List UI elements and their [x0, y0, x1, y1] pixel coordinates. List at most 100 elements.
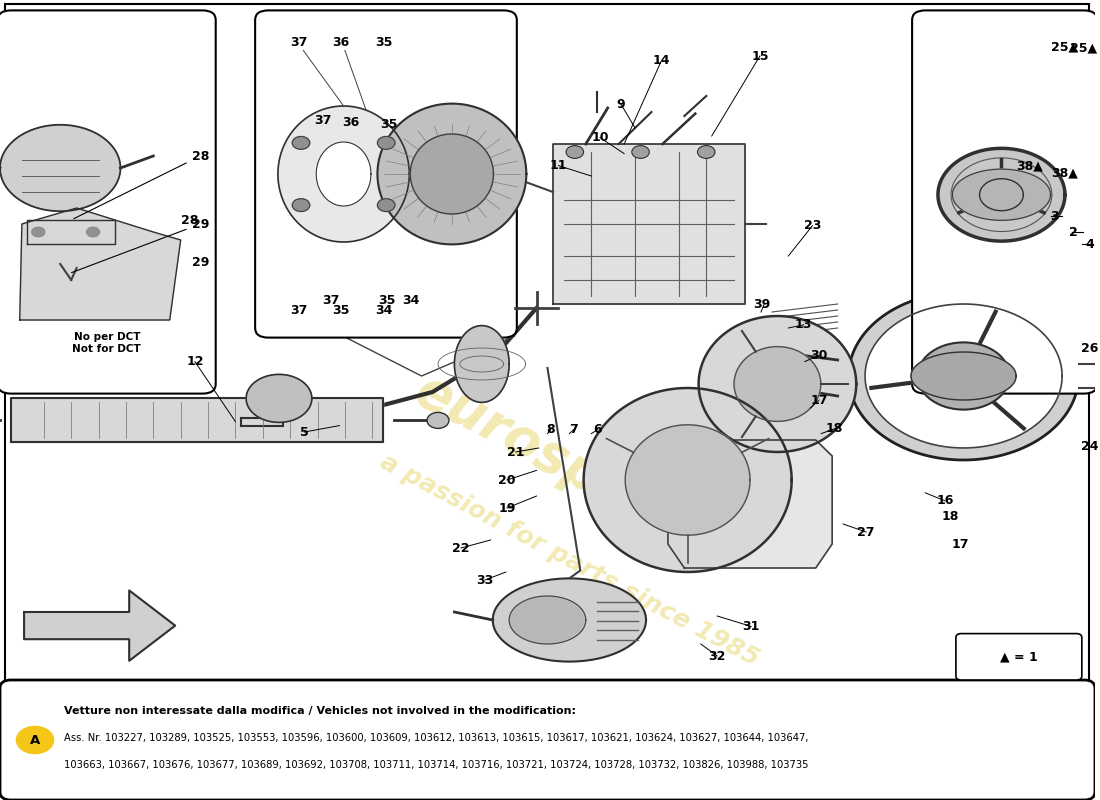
Polygon shape — [698, 316, 856, 452]
Text: eurosport: eurosport — [406, 365, 689, 547]
Text: 33: 33 — [476, 574, 494, 586]
Polygon shape — [454, 326, 509, 402]
Text: 6: 6 — [594, 423, 602, 436]
Text: 8: 8 — [547, 423, 556, 436]
Text: 23: 23 — [804, 219, 821, 232]
Text: 38▲: 38▲ — [1015, 159, 1043, 172]
Text: 37: 37 — [315, 114, 332, 127]
Circle shape — [631, 146, 649, 158]
Circle shape — [427, 413, 449, 429]
Polygon shape — [668, 440, 833, 568]
Text: 35: 35 — [332, 304, 349, 317]
Polygon shape — [316, 142, 371, 206]
Polygon shape — [953, 169, 1050, 220]
Text: 35: 35 — [375, 36, 393, 49]
Polygon shape — [28, 220, 115, 244]
Text: 36: 36 — [342, 116, 359, 129]
Text: 12: 12 — [186, 355, 204, 368]
Text: Ass. Nr. 103227, 103289, 103525, 103553, 103596, 103600, 103609, 103612, 103613,: Ass. Nr. 103227, 103289, 103525, 103553,… — [64, 733, 808, 743]
Text: 32: 32 — [708, 650, 726, 662]
Text: 17: 17 — [952, 538, 969, 550]
Circle shape — [377, 198, 395, 211]
Polygon shape — [911, 352, 1016, 400]
Text: 34: 34 — [375, 304, 393, 317]
Polygon shape — [11, 398, 383, 442]
Text: 29: 29 — [191, 256, 209, 269]
Text: ▲ = 1: ▲ = 1 — [1000, 650, 1037, 663]
Text: 27: 27 — [857, 526, 874, 538]
Text: 28: 28 — [180, 214, 198, 226]
Polygon shape — [917, 342, 1010, 410]
Polygon shape — [509, 596, 586, 644]
Text: 5: 5 — [300, 426, 309, 438]
Text: No per DCT
Not for DCT: No per DCT Not for DCT — [73, 332, 141, 354]
Polygon shape — [20, 208, 180, 320]
Text: 38▲: 38▲ — [1052, 166, 1078, 179]
Text: 17: 17 — [811, 394, 828, 406]
FancyBboxPatch shape — [6, 4, 1089, 796]
Polygon shape — [584, 388, 792, 572]
FancyBboxPatch shape — [956, 634, 1081, 680]
Polygon shape — [0, 125, 120, 211]
FancyBboxPatch shape — [255, 10, 517, 338]
Text: a passion for parts since 1985: a passion for parts since 1985 — [376, 450, 763, 670]
Text: 20: 20 — [498, 474, 516, 486]
Text: 13: 13 — [795, 318, 813, 331]
Text: 18: 18 — [942, 510, 959, 523]
Text: 29: 29 — [72, 218, 209, 273]
Text: 25▲: 25▲ — [1070, 42, 1098, 54]
Polygon shape — [246, 374, 311, 422]
Polygon shape — [848, 292, 1078, 460]
Text: 39: 39 — [754, 298, 771, 310]
Text: 16: 16 — [936, 494, 954, 507]
Circle shape — [697, 146, 715, 158]
Polygon shape — [625, 425, 750, 535]
Text: 28: 28 — [74, 150, 209, 218]
Circle shape — [566, 146, 584, 158]
Text: 25▲: 25▲ — [1052, 40, 1078, 53]
Polygon shape — [734, 346, 821, 422]
Polygon shape — [980, 178, 1023, 210]
Text: 10: 10 — [592, 131, 608, 144]
FancyBboxPatch shape — [912, 10, 1097, 394]
Polygon shape — [410, 134, 494, 214]
Polygon shape — [553, 144, 745, 304]
Circle shape — [377, 137, 395, 150]
FancyBboxPatch shape — [0, 680, 1094, 800]
Text: 15: 15 — [751, 50, 769, 62]
Text: 37: 37 — [290, 36, 308, 49]
Circle shape — [87, 227, 100, 237]
Text: 2: 2 — [1069, 226, 1077, 238]
Polygon shape — [865, 304, 1063, 448]
Polygon shape — [493, 578, 646, 662]
Text: 34: 34 — [402, 294, 419, 306]
Text: 22: 22 — [452, 542, 470, 554]
Text: 37: 37 — [322, 294, 340, 306]
Polygon shape — [278, 106, 409, 242]
Text: 11: 11 — [550, 159, 568, 172]
Circle shape — [16, 726, 54, 754]
Text: 7: 7 — [570, 423, 579, 436]
Text: 19: 19 — [498, 502, 516, 514]
Text: 14: 14 — [652, 54, 670, 67]
Circle shape — [293, 198, 310, 211]
Text: 36: 36 — [332, 36, 349, 49]
Text: 26: 26 — [1081, 342, 1098, 354]
Text: 35: 35 — [377, 294, 395, 306]
Polygon shape — [377, 104, 526, 244]
Text: 35: 35 — [379, 118, 397, 130]
Text: 21: 21 — [507, 446, 525, 458]
Text: 30: 30 — [811, 349, 827, 362]
Text: 24: 24 — [1080, 440, 1098, 453]
Text: 18: 18 — [826, 422, 843, 435]
FancyBboxPatch shape — [0, 10, 216, 394]
Text: 3: 3 — [1050, 210, 1059, 222]
Circle shape — [32, 227, 45, 237]
Text: A: A — [30, 734, 41, 746]
Polygon shape — [938, 148, 1065, 241]
Text: Vetture non interessate dalla modifica / Vehicles not involved in the modificati: Vetture non interessate dalla modifica /… — [64, 706, 575, 716]
Polygon shape — [24, 590, 175, 661]
Text: 4: 4 — [1085, 238, 1093, 250]
Circle shape — [293, 137, 310, 150]
Text: 9: 9 — [616, 98, 625, 110]
